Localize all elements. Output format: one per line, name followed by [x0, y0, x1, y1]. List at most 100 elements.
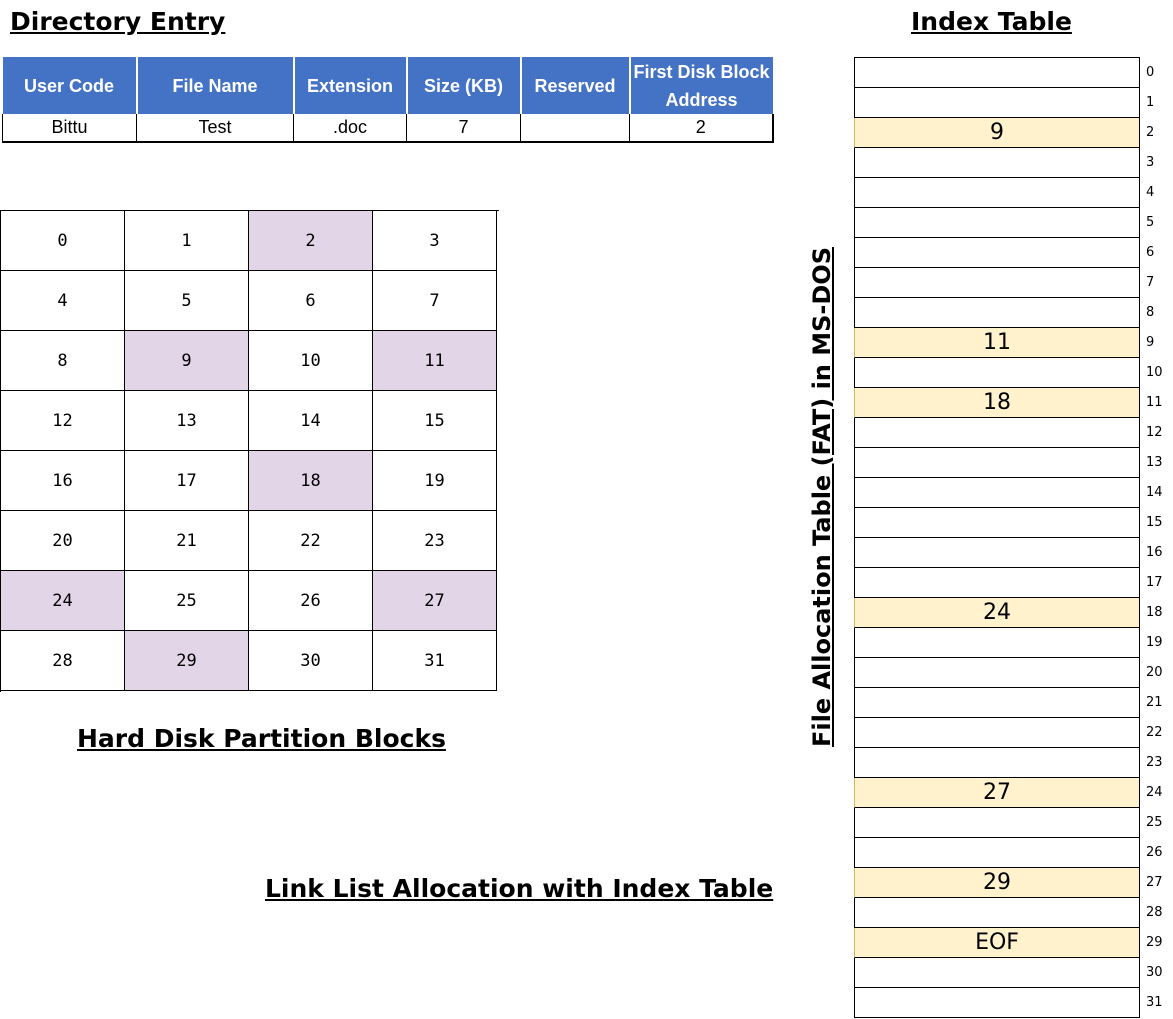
fat-index-label: 26: [1146, 845, 1163, 860]
fat-row: 26: [854, 838, 1163, 868]
header-user-code: User Code: [2, 57, 138, 114]
fat-row: 27 24: [854, 778, 1163, 808]
directory-header-row: User Code File Name Extension Size (KB) …: [2, 57, 773, 114]
cell-file-name: Test: [136, 114, 294, 143]
disk-block: 29: [125, 631, 249, 691]
fat-row: 29 27: [854, 868, 1163, 898]
fat-index-label: 20: [1146, 665, 1163, 680]
index-table-title: Index Table: [911, 7, 1072, 36]
fat-row: 8: [854, 298, 1154, 328]
fat-row: 22: [854, 718, 1163, 748]
fat-vertical-label: File Allocation Table (FAT) in MS-DOS: [808, 247, 836, 747]
fat-index-label: 22: [1146, 725, 1163, 740]
fat-row: 25: [854, 808, 1163, 838]
fat-index-label: 14: [1146, 485, 1163, 500]
fat-index-label: 10: [1146, 365, 1163, 380]
fat-row: 30: [854, 958, 1163, 988]
fat-entry-value: 11: [983, 330, 1011, 355]
fat-entry-value: 29: [983, 870, 1011, 895]
fat-row: EOF 29: [854, 928, 1163, 958]
fat-index-label: 2: [1146, 125, 1155, 140]
fat-row: 31: [854, 988, 1163, 1018]
fat-entry-value: EOF: [975, 930, 1019, 955]
header-file-name: File Name: [135, 57, 295, 114]
fat-entry-value: 18: [983, 390, 1011, 415]
disk-block: 0: [1, 211, 125, 271]
fat-row: 23: [854, 748, 1163, 778]
fat-entry-value: 9: [990, 120, 1004, 145]
cell-size: 7: [406, 114, 521, 143]
fat-row: 13: [854, 448, 1163, 478]
fat-row: 20: [854, 658, 1163, 688]
disk-block: 10: [249, 331, 373, 391]
disk-block: 25: [125, 571, 249, 631]
fat-index-label: 27: [1146, 875, 1163, 890]
disk-block: 16: [1, 451, 125, 511]
fat-entry-value: 24: [983, 600, 1011, 625]
fat-index-label: 11: [1146, 395, 1163, 410]
fat-index-label: 18: [1146, 605, 1163, 620]
disk-block-grid: 0 1 2 3 4 5 6 7 8 9 10 11 12 13 14 15 16 17 18 19 20 21 22 23 24…: [0, 210, 499, 692]
directory-data-row: Bittu Test .doc 7 2: [2, 114, 774, 143]
fat-index-label: 1: [1146, 95, 1155, 110]
cell-extension: .doc: [293, 114, 407, 143]
fat-row: 14: [854, 478, 1163, 508]
fat-row: 4: [854, 178, 1154, 208]
fat-index-label: 12: [1146, 425, 1163, 440]
disk-block: 13: [125, 391, 249, 451]
fat-row: 15: [854, 508, 1163, 538]
disk-block: 19: [373, 451, 497, 511]
disk-block: 26: [249, 571, 373, 631]
disk-block: 4: [1, 271, 125, 331]
cell-user-code: Bittu: [2, 114, 137, 143]
fat-row: 28: [854, 898, 1163, 928]
header-size: Size (KB): [405, 57, 522, 114]
fat-row: 7: [854, 268, 1154, 298]
disk-block: 3: [373, 211, 497, 271]
header-reserved: Reserved: [519, 57, 631, 114]
cell-reserved: [520, 114, 630, 143]
fat-row: 11 9: [854, 328, 1154, 358]
fat-index-label: 21: [1146, 695, 1163, 710]
fat-row: 21: [854, 688, 1163, 718]
disk-block: 17: [125, 451, 249, 511]
fat-index-label: 25: [1146, 815, 1163, 830]
fat-index-label: 24: [1146, 785, 1163, 800]
fat-index-label: 3: [1146, 155, 1155, 170]
fat-row: 18 11: [854, 388, 1163, 418]
disk-block: 1: [125, 211, 249, 271]
disk-block: 8: [1, 331, 125, 391]
fat-row: 19: [854, 628, 1163, 658]
fat-row: 0: [854, 58, 1154, 88]
fat-index-label: 4: [1146, 185, 1155, 200]
disk-block: 5: [125, 271, 249, 331]
disk-block: 20: [1, 511, 125, 571]
fat-index-label: 7: [1146, 275, 1155, 290]
fat-index-label: 23: [1146, 755, 1163, 770]
fat-row: 3: [854, 148, 1154, 178]
directory-entry-table: User Code File Name Extension Size (KB) …: [2, 57, 774, 143]
disk-block: 21: [125, 511, 249, 571]
fat-index-label: 31: [1146, 995, 1163, 1010]
fat-index-label: 0: [1146, 65, 1155, 80]
fat-index-label: 28: [1146, 905, 1163, 920]
fat-index-label: 15: [1146, 515, 1163, 530]
disk-block: 15: [373, 391, 497, 451]
disk-block: 9: [125, 331, 249, 391]
fat-index-label: 9: [1146, 335, 1155, 350]
disk-block: 24: [1, 571, 125, 631]
fat-index-table: 0 1 9 2 3 4 5 6 7 8 11 9 10 18 11 12 13 14 15 16 17 24 18 19 20 2…: [854, 57, 1163, 1018]
fat-row: 24 18: [854, 598, 1163, 628]
disk-block: 30: [249, 631, 373, 691]
directory-entry-title: Directory Entry: [10, 7, 226, 36]
fat-index-label: 16: [1146, 545, 1163, 560]
disk-block: 2: [249, 211, 373, 271]
fat-row: 10: [854, 358, 1163, 388]
header-first-block: First Disk Block Address: [628, 57, 773, 114]
fat-index-label: 5: [1146, 215, 1155, 230]
fat-index-label: 19: [1146, 635, 1163, 650]
disk-block: 18: [249, 451, 373, 511]
fat-row: 5: [854, 208, 1154, 238]
fat-row: 6: [854, 238, 1154, 268]
